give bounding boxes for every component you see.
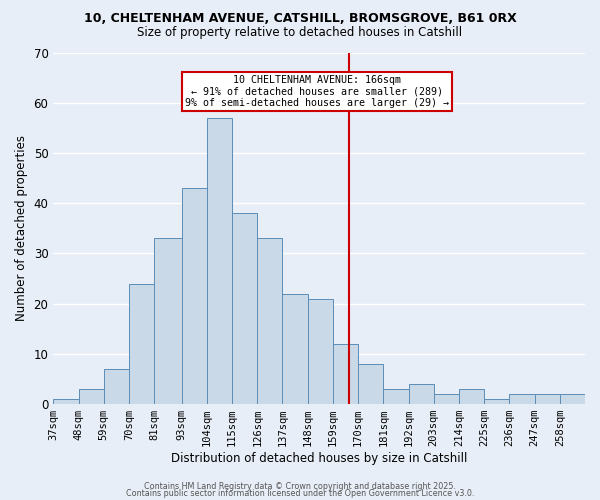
Bar xyxy=(182,188,207,404)
Bar xyxy=(484,399,509,404)
Text: 10, CHELTENHAM AVENUE, CATSHILL, BROMSGROVE, B61 0RX: 10, CHELTENHAM AVENUE, CATSHILL, BROMSGR… xyxy=(83,12,517,26)
Bar xyxy=(535,394,560,404)
Text: 10 CHELTENHAM AVENUE: 166sqm
← 91% of detached houses are smaller (289)
9% of se: 10 CHELTENHAM AVENUE: 166sqm ← 91% of de… xyxy=(185,75,449,108)
Bar xyxy=(79,389,104,404)
Bar xyxy=(383,389,409,404)
Bar xyxy=(154,238,182,404)
Text: Size of property relative to detached houses in Catshill: Size of property relative to detached ho… xyxy=(137,26,463,39)
Bar xyxy=(283,294,308,404)
Bar xyxy=(53,399,79,404)
Bar xyxy=(509,394,535,404)
X-axis label: Distribution of detached houses by size in Catshill: Distribution of detached houses by size … xyxy=(171,452,467,465)
Bar xyxy=(434,394,459,404)
Bar xyxy=(459,389,484,404)
Bar xyxy=(129,284,154,404)
Bar xyxy=(104,369,129,404)
Y-axis label: Number of detached properties: Number of detached properties xyxy=(15,136,28,322)
Bar xyxy=(560,394,585,404)
Bar xyxy=(409,384,434,404)
Bar xyxy=(207,118,232,404)
Bar xyxy=(232,213,257,404)
Bar xyxy=(358,364,383,404)
Bar xyxy=(257,238,283,404)
Text: Contains HM Land Registry data © Crown copyright and database right 2025.: Contains HM Land Registry data © Crown c… xyxy=(144,482,456,491)
Bar xyxy=(308,298,333,404)
Bar xyxy=(333,344,358,404)
Text: Contains public sector information licensed under the Open Government Licence v3: Contains public sector information licen… xyxy=(126,490,474,498)
